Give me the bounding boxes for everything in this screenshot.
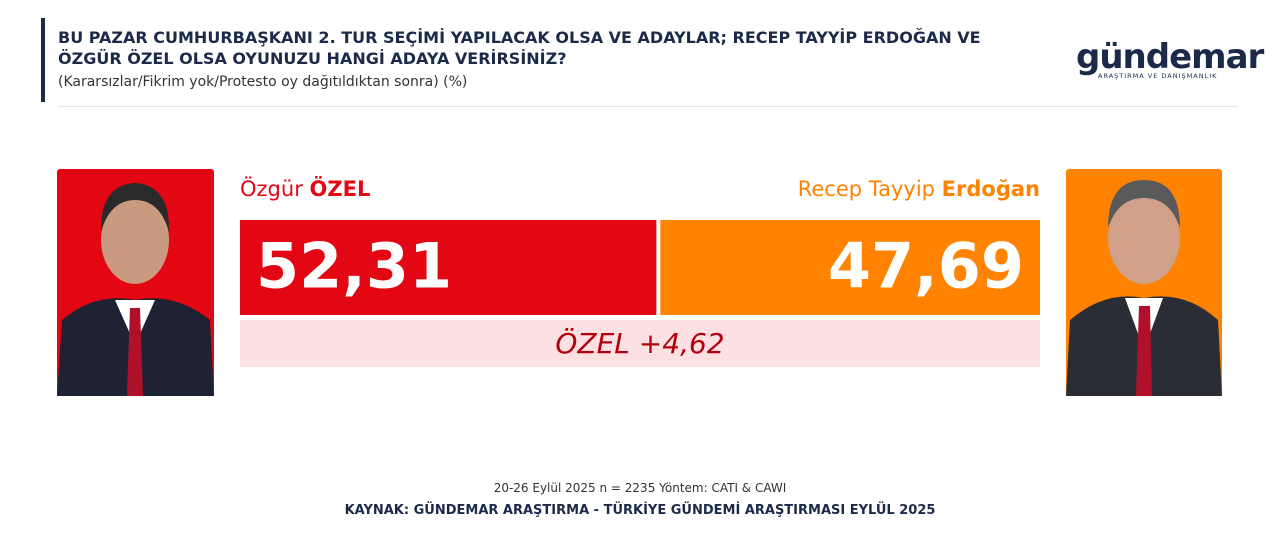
- bar: [660, 220, 1040, 315]
- accent-bar: [41, 18, 45, 102]
- legend-label: Recep Tayyip Erdoğan: [798, 177, 1040, 201]
- logo-tagline: ARAŞTIRMA VE DANIŞMANLIK: [1098, 72, 1218, 80]
- legend-label: Özgür ÖZEL: [240, 176, 370, 201]
- photo-right: [1066, 169, 1222, 396]
- bar: [240, 220, 657, 315]
- value-label: 47,69: [828, 230, 1024, 303]
- footer-source: KAYNAK: GÜNDEMAR ARAŞTIRMA - TÜRKİYE GÜN…: [344, 503, 936, 518]
- value-label: 52,31: [256, 230, 452, 303]
- logo: gündemar: [1076, 37, 1264, 77]
- subtitle: (Kararsızlar/Fikrim yok/Protesto oy dağı…: [58, 74, 468, 90]
- divider: [58, 106, 1238, 107]
- title: BU PAZAR CUMHURBAŞKANI 2. TUR SEÇİMİ YAP…: [58, 28, 981, 68]
- photo-left: [57, 169, 214, 396]
- footer-note: 20-26 Eylül 2025 n = 2235 Yöntem: CATI &…: [493, 481, 787, 495]
- difference-band: [240, 320, 1040, 367]
- annotation: ÖZEL +4,62: [555, 326, 724, 360]
